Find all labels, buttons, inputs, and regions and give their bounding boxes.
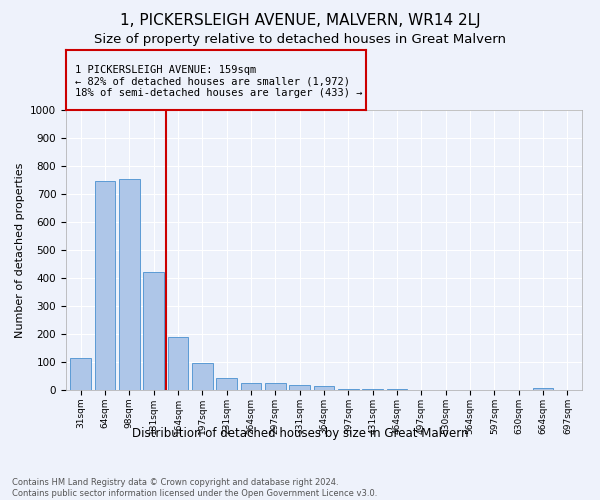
Bar (192, 363, 212, 390)
Text: Size of property relative to detached houses in Great Malvern: Size of property relative to detached ho… (94, 32, 506, 46)
Bar (216, 378, 237, 390)
Bar (289, 385, 310, 390)
Text: 1, PICKERSLEIGH AVENUE, MALVERN, WR14 2LJ: 1, PICKERSLEIGH AVENUE, MALVERN, WR14 2L… (119, 12, 481, 28)
Text: Distribution of detached houses by size in Great Malvern: Distribution of detached houses by size … (132, 428, 468, 440)
Bar (314, 386, 334, 390)
Bar (265, 384, 286, 390)
Bar (95, 180, 115, 390)
Bar (119, 180, 140, 390)
Text: 1 PICKERSLEIGH AVENUE: 159sqm
← 82% of detached houses are smaller (1,972)
18% o: 1 PICKERSLEIGH AVENUE: 159sqm ← 82% of d… (75, 65, 362, 98)
Bar (167, 337, 188, 390)
Bar (70, 358, 91, 390)
Bar (533, 388, 553, 390)
Bar (362, 389, 383, 390)
Bar (143, 272, 164, 390)
Bar (241, 384, 262, 390)
Y-axis label: Number of detached properties: Number of detached properties (14, 162, 25, 338)
Text: Contains HM Land Registry data © Crown copyright and database right 2024.
Contai: Contains HM Land Registry data © Crown c… (12, 478, 377, 498)
Bar (338, 389, 359, 390)
